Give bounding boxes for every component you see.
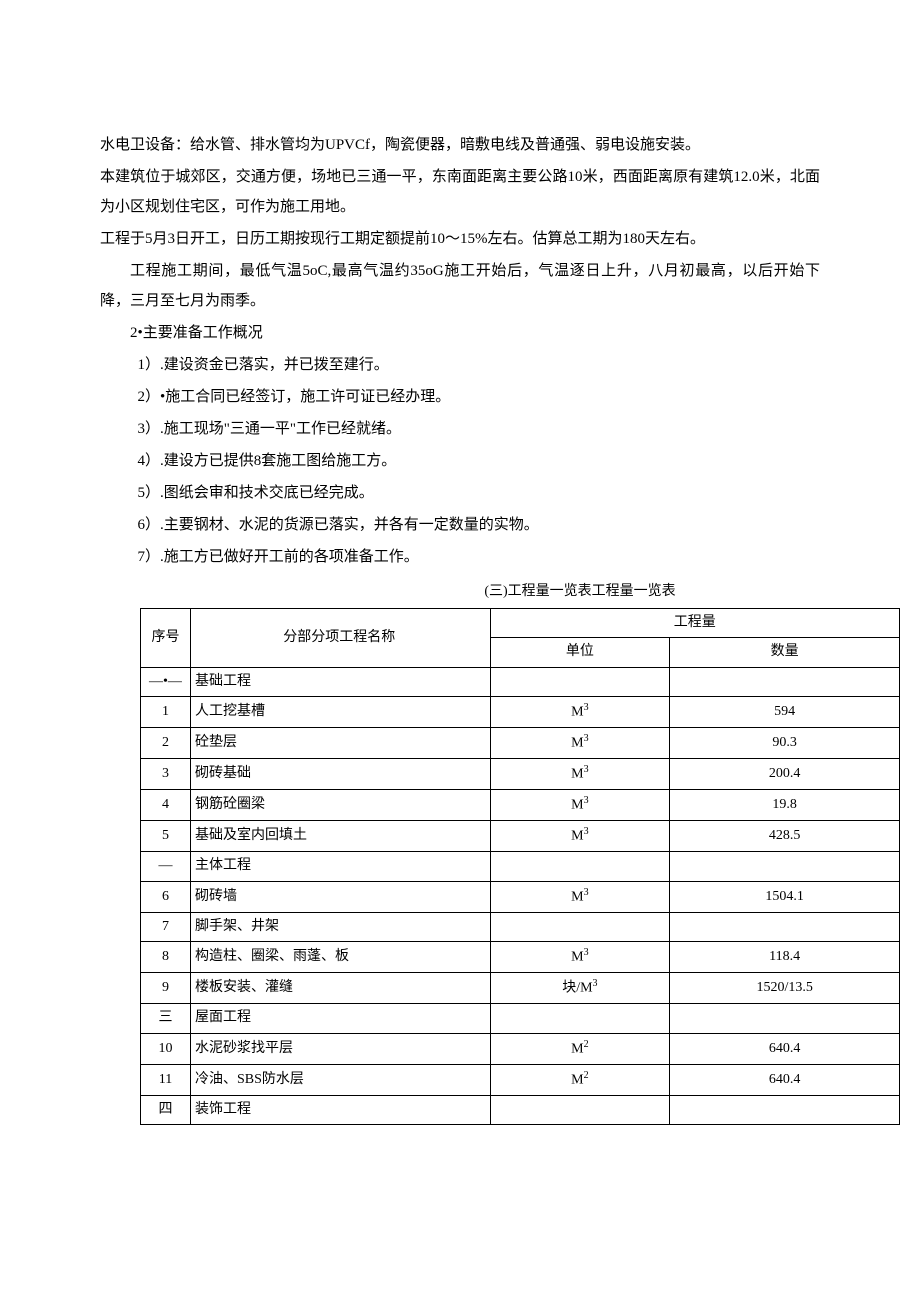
header-unit: 单位: [490, 638, 670, 667]
cell-unit: [490, 667, 670, 696]
table-header-row-1: 序号 分部分项工程名称 工程量: [141, 609, 900, 638]
table-row: —•— 基础工程: [141, 667, 900, 696]
cell-unit: M3: [490, 759, 670, 790]
cell-num: 9: [141, 973, 191, 1004]
cell-name: 砌砖基础: [190, 759, 490, 790]
cell-num: 1: [141, 697, 191, 728]
cell-unit: M3: [490, 942, 670, 973]
cell-name: 砼垫层: [190, 728, 490, 759]
cell-name: 钢筋砼圈梁: [190, 790, 490, 821]
table-row: 11 冷油、SBS防水层 M2 640.4: [141, 1064, 900, 1095]
cell-num: 四: [141, 1095, 191, 1124]
header-name: 分部分项工程名称: [190, 609, 490, 668]
table-body: —•— 基础工程 1 人工挖基槽 M3 594 2 砼垫层 M3 90.3 3 …: [141, 667, 900, 1124]
cell-num: 2: [141, 728, 191, 759]
cell-unit: [490, 1095, 670, 1124]
cell-qty: [670, 852, 900, 881]
cell-unit: M3: [490, 821, 670, 852]
cell-unit: M2: [490, 1033, 670, 1064]
quantity-table: 序号 分部分项工程名称 工程量 单位 数量 —•— 基础工程 1 人工挖基槽 M…: [140, 608, 900, 1125]
cell-num: —•—: [141, 667, 191, 696]
cell-qty: 1504.1: [670, 881, 900, 912]
cell-qty: 200.4: [670, 759, 900, 790]
paragraph-prep-2: 2）•施工合同已经签订，施工许可证已经办理。: [100, 382, 820, 412]
cell-name: 脚手架、井架: [190, 912, 490, 941]
table-row: 10 水泥砂浆找平层 M2 640.4: [141, 1033, 900, 1064]
cell-num: 三: [141, 1004, 191, 1033]
paragraph-schedule: 工程于5月3日开工，日历工期按现行工期定额提前10～15%左右。估算总工期为18…: [100, 224, 820, 254]
paragraph-prep-heading: 2•主要准备工作概况: [100, 318, 820, 348]
cell-num: 8: [141, 942, 191, 973]
table-row: 8 构造柱、圈梁、雨蓬、板 M3 118.4: [141, 942, 900, 973]
table-row: 4 钢筋砼圈梁 M3 19.8: [141, 790, 900, 821]
paragraph-prep-4: 4）.建设方已提供8套施工图给施工方。: [100, 446, 820, 476]
cell-qty: 90.3: [670, 728, 900, 759]
cell-num: 3: [141, 759, 191, 790]
table-row: 三 屋面工程: [141, 1004, 900, 1033]
paragraph-prep-5: 5）.图纸会审和技术交底已经完成。: [100, 478, 820, 508]
cell-num: 6: [141, 881, 191, 912]
cell-unit: M3: [490, 697, 670, 728]
paragraph-weather: 工程施工期间，最低气温5oC,最高气温约35oG施工开始后，气温逐日上升，八月初…: [100, 256, 820, 316]
paragraph-prep-3: 3）.施工现场"三通一平"工作已经就绪。: [100, 414, 820, 444]
paragraph-location: 本建筑位于城郊区，交通方便，场地已三通一平，东南面距离主要公路10米，西面距离原…: [100, 162, 820, 222]
cell-num: —: [141, 852, 191, 881]
cell-num: 7: [141, 912, 191, 941]
cell-unit: [490, 912, 670, 941]
paragraph-prep-7: 7）.施工方已做好开工前的各项准备工作。: [100, 542, 820, 572]
cell-unit: M3: [490, 881, 670, 912]
cell-num: 4: [141, 790, 191, 821]
cell-qty: 428.5: [670, 821, 900, 852]
cell-name: 屋面工程: [190, 1004, 490, 1033]
table-caption: (三)工程量一览表工程量一览表: [100, 578, 820, 606]
table-row: 9 楼板安装、灌缝 块/M3 1520/13.5: [141, 973, 900, 1004]
cell-name: 基础及室内回填土: [190, 821, 490, 852]
cell-unit: 块/M3: [490, 973, 670, 1004]
table-row: 7 脚手架、井架: [141, 912, 900, 941]
table-row: 四 装饰工程: [141, 1095, 900, 1124]
cell-name: 构造柱、圈梁、雨蓬、板: [190, 942, 490, 973]
cell-qty: [670, 1004, 900, 1033]
table-row: 5 基础及室内回填土 M3 428.5: [141, 821, 900, 852]
cell-name: 装饰工程: [190, 1095, 490, 1124]
cell-name: 楼板安装、灌缝: [190, 973, 490, 1004]
cell-unit: M3: [490, 790, 670, 821]
cell-num: 10: [141, 1033, 191, 1064]
paragraph-prep-1: 1）.建设资金已落实，并已拨至建行。: [100, 350, 820, 380]
cell-name: 主体工程: [190, 852, 490, 881]
cell-qty: [670, 667, 900, 696]
cell-qty: [670, 912, 900, 941]
cell-num: 5: [141, 821, 191, 852]
cell-name: 砌砖墙: [190, 881, 490, 912]
cell-name: 基础工程: [190, 667, 490, 696]
paragraph-equipment: 水电卫设备：给水管、排水管均为UPVCf，陶瓷便器，暗敷电线及普通强、弱电设施安…: [100, 130, 820, 160]
cell-qty: 640.4: [670, 1064, 900, 1095]
cell-qty: 1520/13.5: [670, 973, 900, 1004]
table-row: 3 砌砖基础 M3 200.4: [141, 759, 900, 790]
cell-unit: M2: [490, 1064, 670, 1095]
table-row: 1 人工挖基槽 M3 594: [141, 697, 900, 728]
cell-qty: [670, 1095, 900, 1124]
header-qty-group: 工程量: [490, 609, 900, 638]
cell-unit: [490, 852, 670, 881]
cell-name: 冷油、SBS防水层: [190, 1064, 490, 1095]
table-row: 2 砼垫层 M3 90.3: [141, 728, 900, 759]
cell-qty: 118.4: [670, 942, 900, 973]
cell-qty: 594: [670, 697, 900, 728]
cell-name: 人工挖基槽: [190, 697, 490, 728]
cell-qty: 19.8: [670, 790, 900, 821]
table-row: — 主体工程: [141, 852, 900, 881]
cell-name: 水泥砂浆找平层: [190, 1033, 490, 1064]
cell-num: 11: [141, 1064, 191, 1095]
cell-unit: [490, 1004, 670, 1033]
header-qty: 数量: [670, 638, 900, 667]
cell-unit: M3: [490, 728, 670, 759]
header-num: 序号: [141, 609, 191, 668]
paragraph-prep-6: 6）.主要钢材、水泥的货源已落实，并各有一定数量的实物。: [100, 510, 820, 540]
cell-qty: 640.4: [670, 1033, 900, 1064]
table-row: 6 砌砖墙 M3 1504.1: [141, 881, 900, 912]
